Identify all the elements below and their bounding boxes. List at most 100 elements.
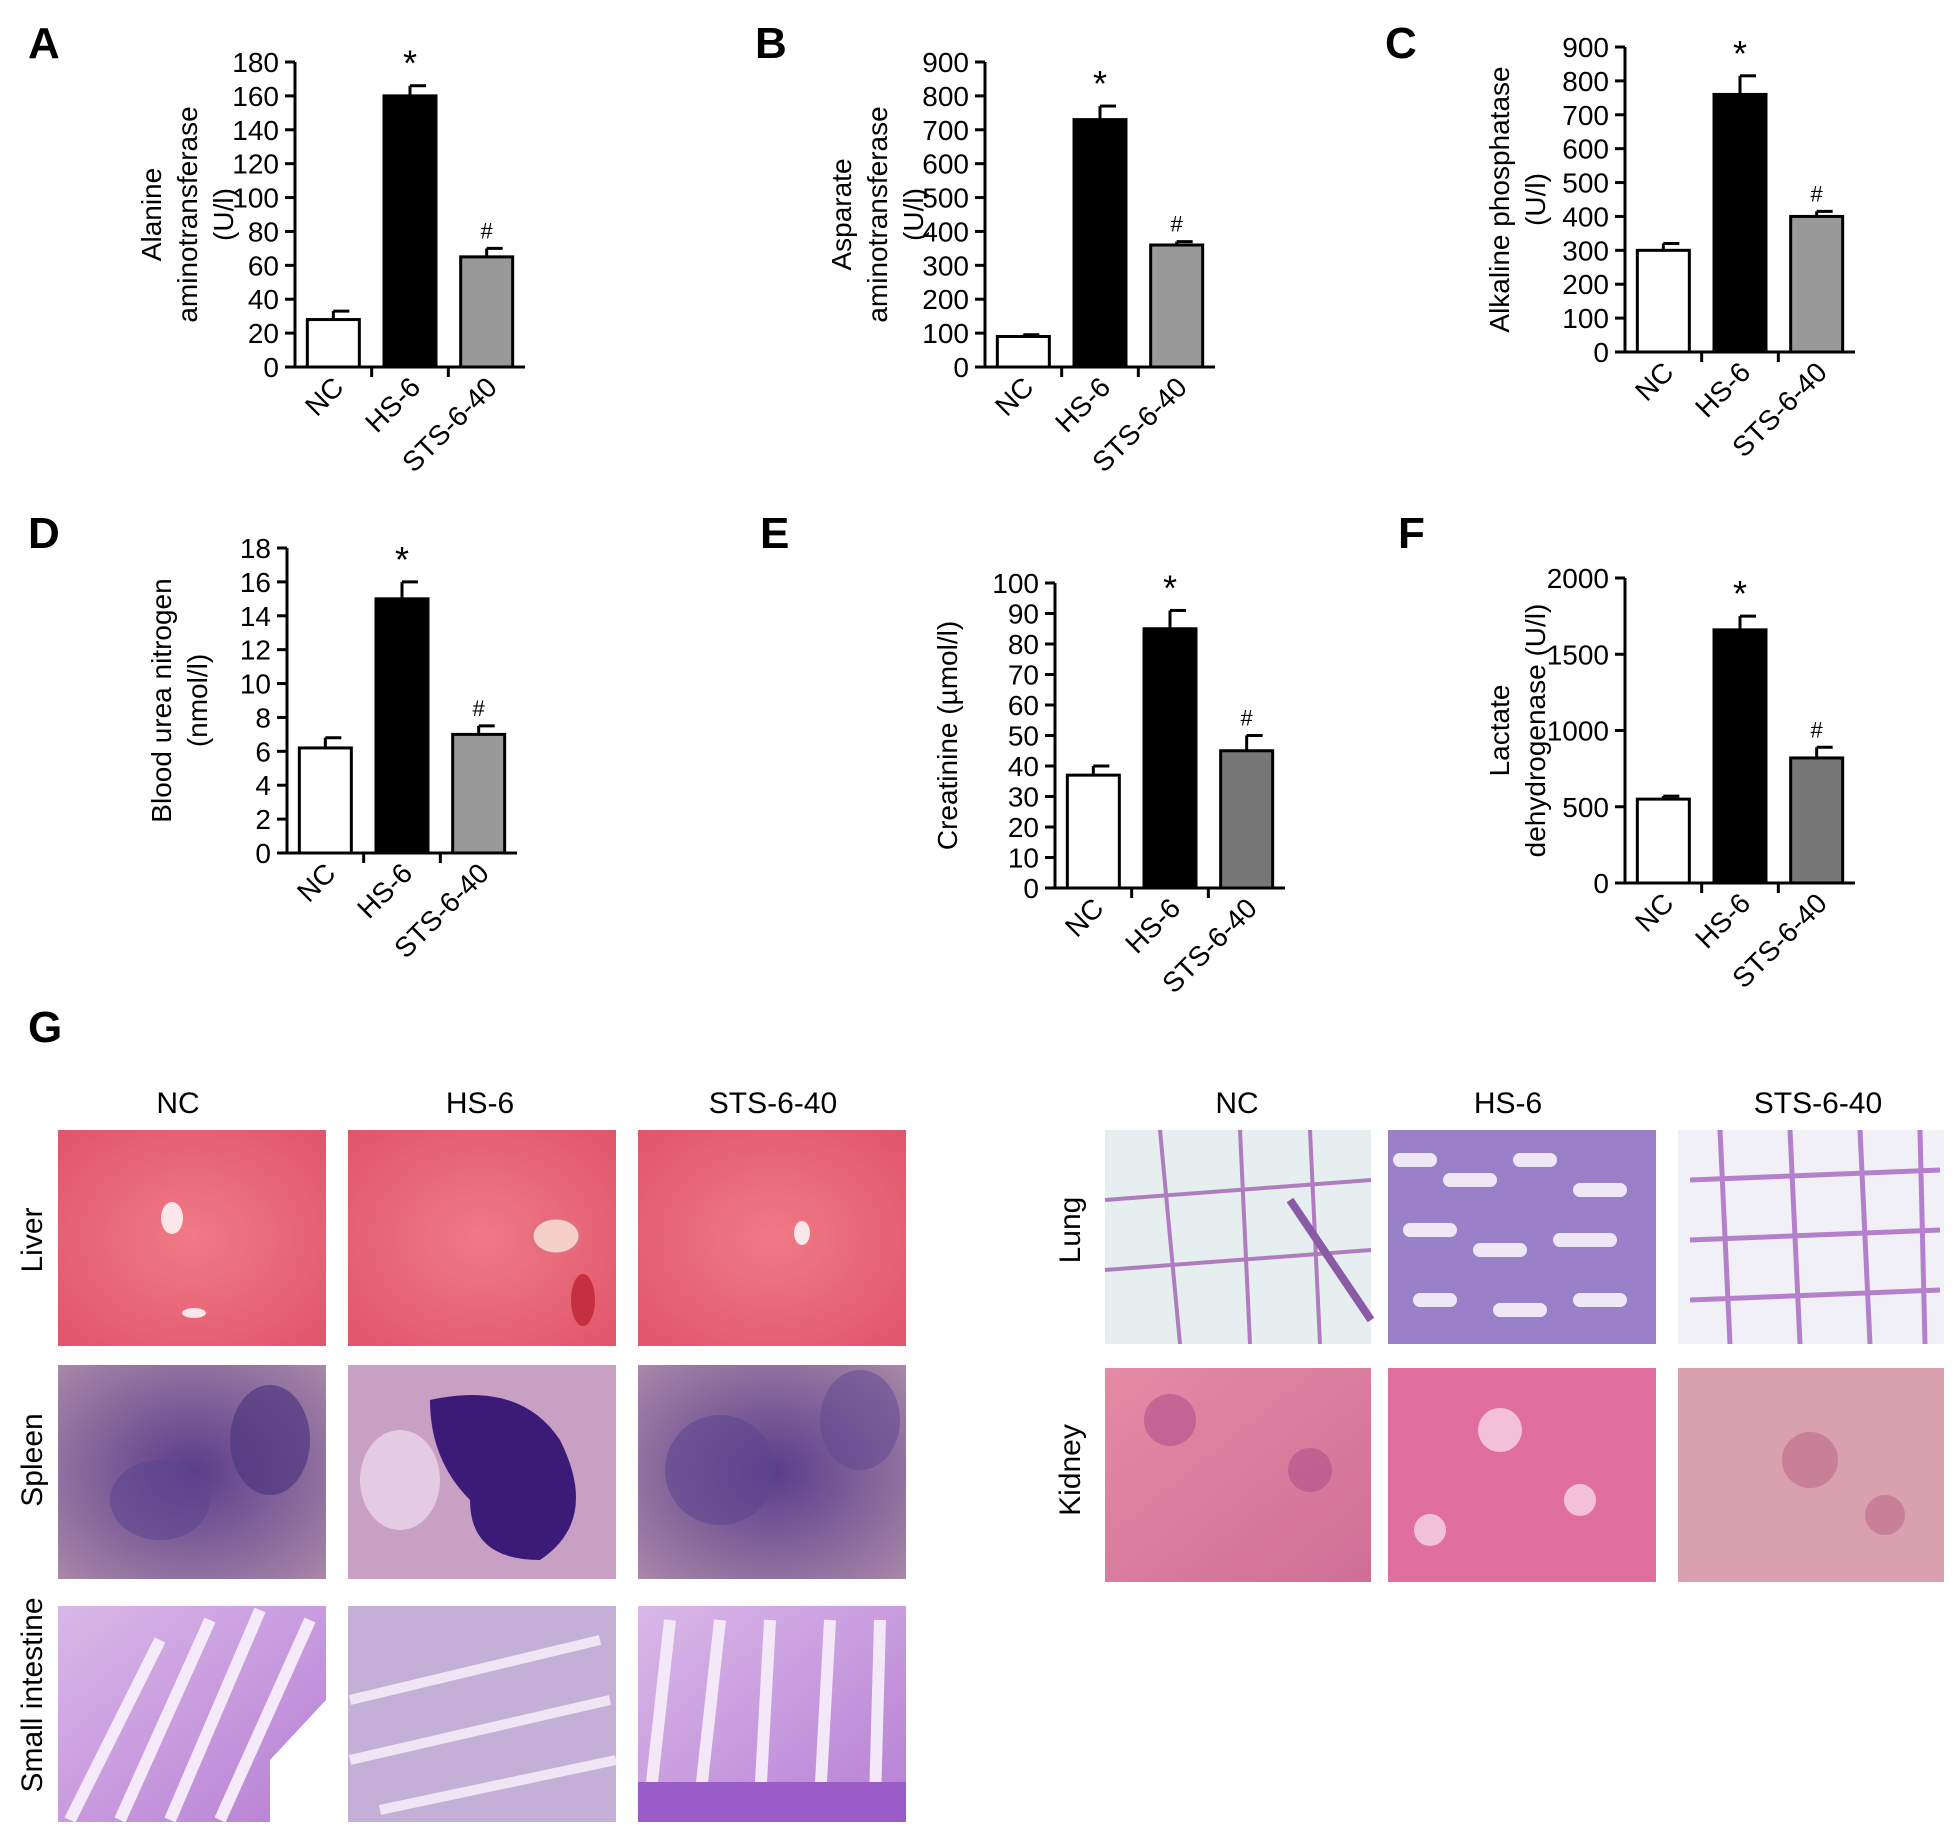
bar-hs-6 — [374, 597, 430, 855]
bar-hs-6 — [1712, 92, 1768, 354]
y-tick-label: 0 — [255, 838, 271, 869]
y-tick-label: 0 — [1593, 337, 1609, 368]
panel-E: E 0102030405060708090100NC*HS-6#STS-6-40… — [760, 509, 1285, 999]
y-tick-label: 0 — [1593, 868, 1609, 899]
y-tick-label: 1000 — [1547, 716, 1609, 747]
y-axis-label: Blood urea nitrogen — [146, 578, 177, 822]
significance-hash: # — [473, 696, 486, 721]
panel-letter-D: D — [28, 509, 60, 558]
column-label: NC — [1215, 1087, 1258, 1120]
x-tick-label: HS-6 — [351, 857, 418, 924]
y-tick-label: 14 — [240, 601, 271, 632]
bar-sts-6-40 — [1149, 243, 1205, 369]
bar-sts-6-40 — [1789, 214, 1845, 354]
panel-C: C 0100200300400500600700800900NC*HS-6#ST… — [1385, 19, 1855, 463]
panel-letter-G: G — [28, 1003, 62, 1052]
y-tick-label: 900 — [1562, 32, 1609, 63]
micrograph-kidney-nc — [1105, 1368, 1371, 1582]
significance-star: * — [1733, 573, 1747, 614]
micrograph-kidney-hs — [1388, 1368, 1656, 1582]
row-label: Small intestine — [16, 1597, 49, 1792]
y-tick-label: 100 — [1562, 303, 1609, 334]
micrograph-intestine-nc — [58, 1606, 326, 1823]
y-tick-label: 140 — [232, 115, 279, 146]
y-tick-label: 12 — [240, 635, 271, 666]
row-label: Lung — [1054, 1197, 1087, 1264]
y-tick-label: 18 — [240, 533, 271, 564]
micrograph-intestine-sts — [638, 1606, 906, 1822]
y-tick-label: 800 — [1562, 66, 1609, 97]
significance-star: * — [1093, 63, 1107, 104]
significance-star: * — [403, 43, 417, 84]
micrograph-lung-sts — [1678, 1129, 1944, 1345]
bar-nc — [305, 318, 361, 369]
y-tick-label: 400 — [1562, 201, 1609, 232]
y-tick-label: 2 — [255, 804, 271, 835]
bar-hs-6 — [382, 94, 438, 369]
y-tick-label: 600 — [922, 149, 969, 180]
bar-sts-6-40 — [1789, 756, 1845, 885]
y-tick-label: 400 — [922, 216, 969, 247]
y-tick-label: 70 — [1008, 660, 1039, 691]
y-tick-label: 200 — [922, 284, 969, 315]
micrograph-spleen-nc — [58, 1365, 326, 1579]
x-tick-label: NC — [1629, 356, 1680, 407]
y-axis-label: Alkaline phosphatase — [1484, 66, 1515, 332]
significance-star: * — [1163, 567, 1177, 608]
bar-sts-6-40 — [1219, 749, 1275, 890]
y-axis-label: aminotransferase — [862, 106, 893, 322]
y-tick-label: 100 — [232, 183, 279, 214]
chart-area: 0100200300400500600700800900NC*HS-6#STS-… — [826, 47, 1215, 478]
panel-letter-B: B — [755, 19, 787, 68]
significance-star: * — [395, 539, 409, 580]
micrograph-spleen-sts — [638, 1365, 906, 1579]
row-label: Spleen — [16, 1413, 49, 1506]
x-tick-label: HS-6 — [359, 371, 426, 438]
y-axis-label: (U/l) — [208, 188, 239, 241]
bar-sts-6-40 — [451, 732, 507, 855]
x-tick-label: HS-6 — [1049, 371, 1116, 438]
y-tick-label: 700 — [922, 115, 969, 146]
y-tick-label: 16 — [240, 567, 271, 598]
y-tick-label: 800 — [922, 81, 969, 112]
y-tick-label: 120 — [232, 149, 279, 180]
chart-area: 0100200300400500600700800900NC*HS-6#STS-… — [1484, 32, 1855, 463]
significance-hash: # — [1241, 706, 1254, 731]
y-tick-label: 4 — [255, 770, 271, 801]
y-tick-label: 500 — [1562, 792, 1609, 823]
chart-area: 0102030405060708090100NC*HS-6#STS-6-40Cr… — [932, 567, 1285, 999]
y-tick-label: 90 — [1008, 599, 1039, 630]
panel-A: A 020406080100120140160180NC*HS-6#STS-6-… — [28, 19, 525, 478]
panel-letter-C: C — [1385, 19, 1417, 68]
y-tick-label: 900 — [922, 47, 969, 78]
x-tick-label: NC — [1629, 887, 1680, 938]
panel-B: B 0100200300400500600700800900NC*HS-6#ST… — [755, 19, 1215, 478]
y-axis-label: Lactate — [1484, 685, 1515, 777]
bar-hs-6 — [1712, 628, 1768, 885]
micrograph-lung-nc — [1104, 1129, 1375, 1345]
y-tick-label: 300 — [922, 250, 969, 281]
significance-hash: # — [481, 218, 494, 243]
row-label: Kidney — [1054, 1424, 1087, 1516]
micrograph-liver-sts — [638, 1130, 906, 1346]
y-axis-label: Creatinine (µmol/l) — [932, 621, 963, 850]
y-tick-label: 180 — [232, 47, 279, 78]
bar-nc — [1635, 797, 1691, 885]
y-axis-label: (nmol/l) — [182, 654, 213, 747]
y-tick-label: 40 — [1008, 751, 1039, 782]
micrograph-lung-hs — [1388, 1130, 1656, 1344]
y-tick-label: 10 — [1008, 843, 1039, 874]
significance-star: * — [1733, 33, 1747, 74]
x-tick-label: NC — [989, 371, 1040, 422]
column-label: STS-6-40 — [1754, 1087, 1882, 1120]
y-tick-label: 60 — [248, 250, 279, 281]
bar-nc — [995, 335, 1051, 369]
bar-nc — [297, 746, 353, 855]
y-tick-label: 500 — [922, 183, 969, 214]
x-tick-label: HS-6 — [1119, 892, 1186, 959]
micrograph-intestine-hs — [348, 1606, 618, 1822]
y-tick-label: 2000 — [1547, 563, 1609, 594]
